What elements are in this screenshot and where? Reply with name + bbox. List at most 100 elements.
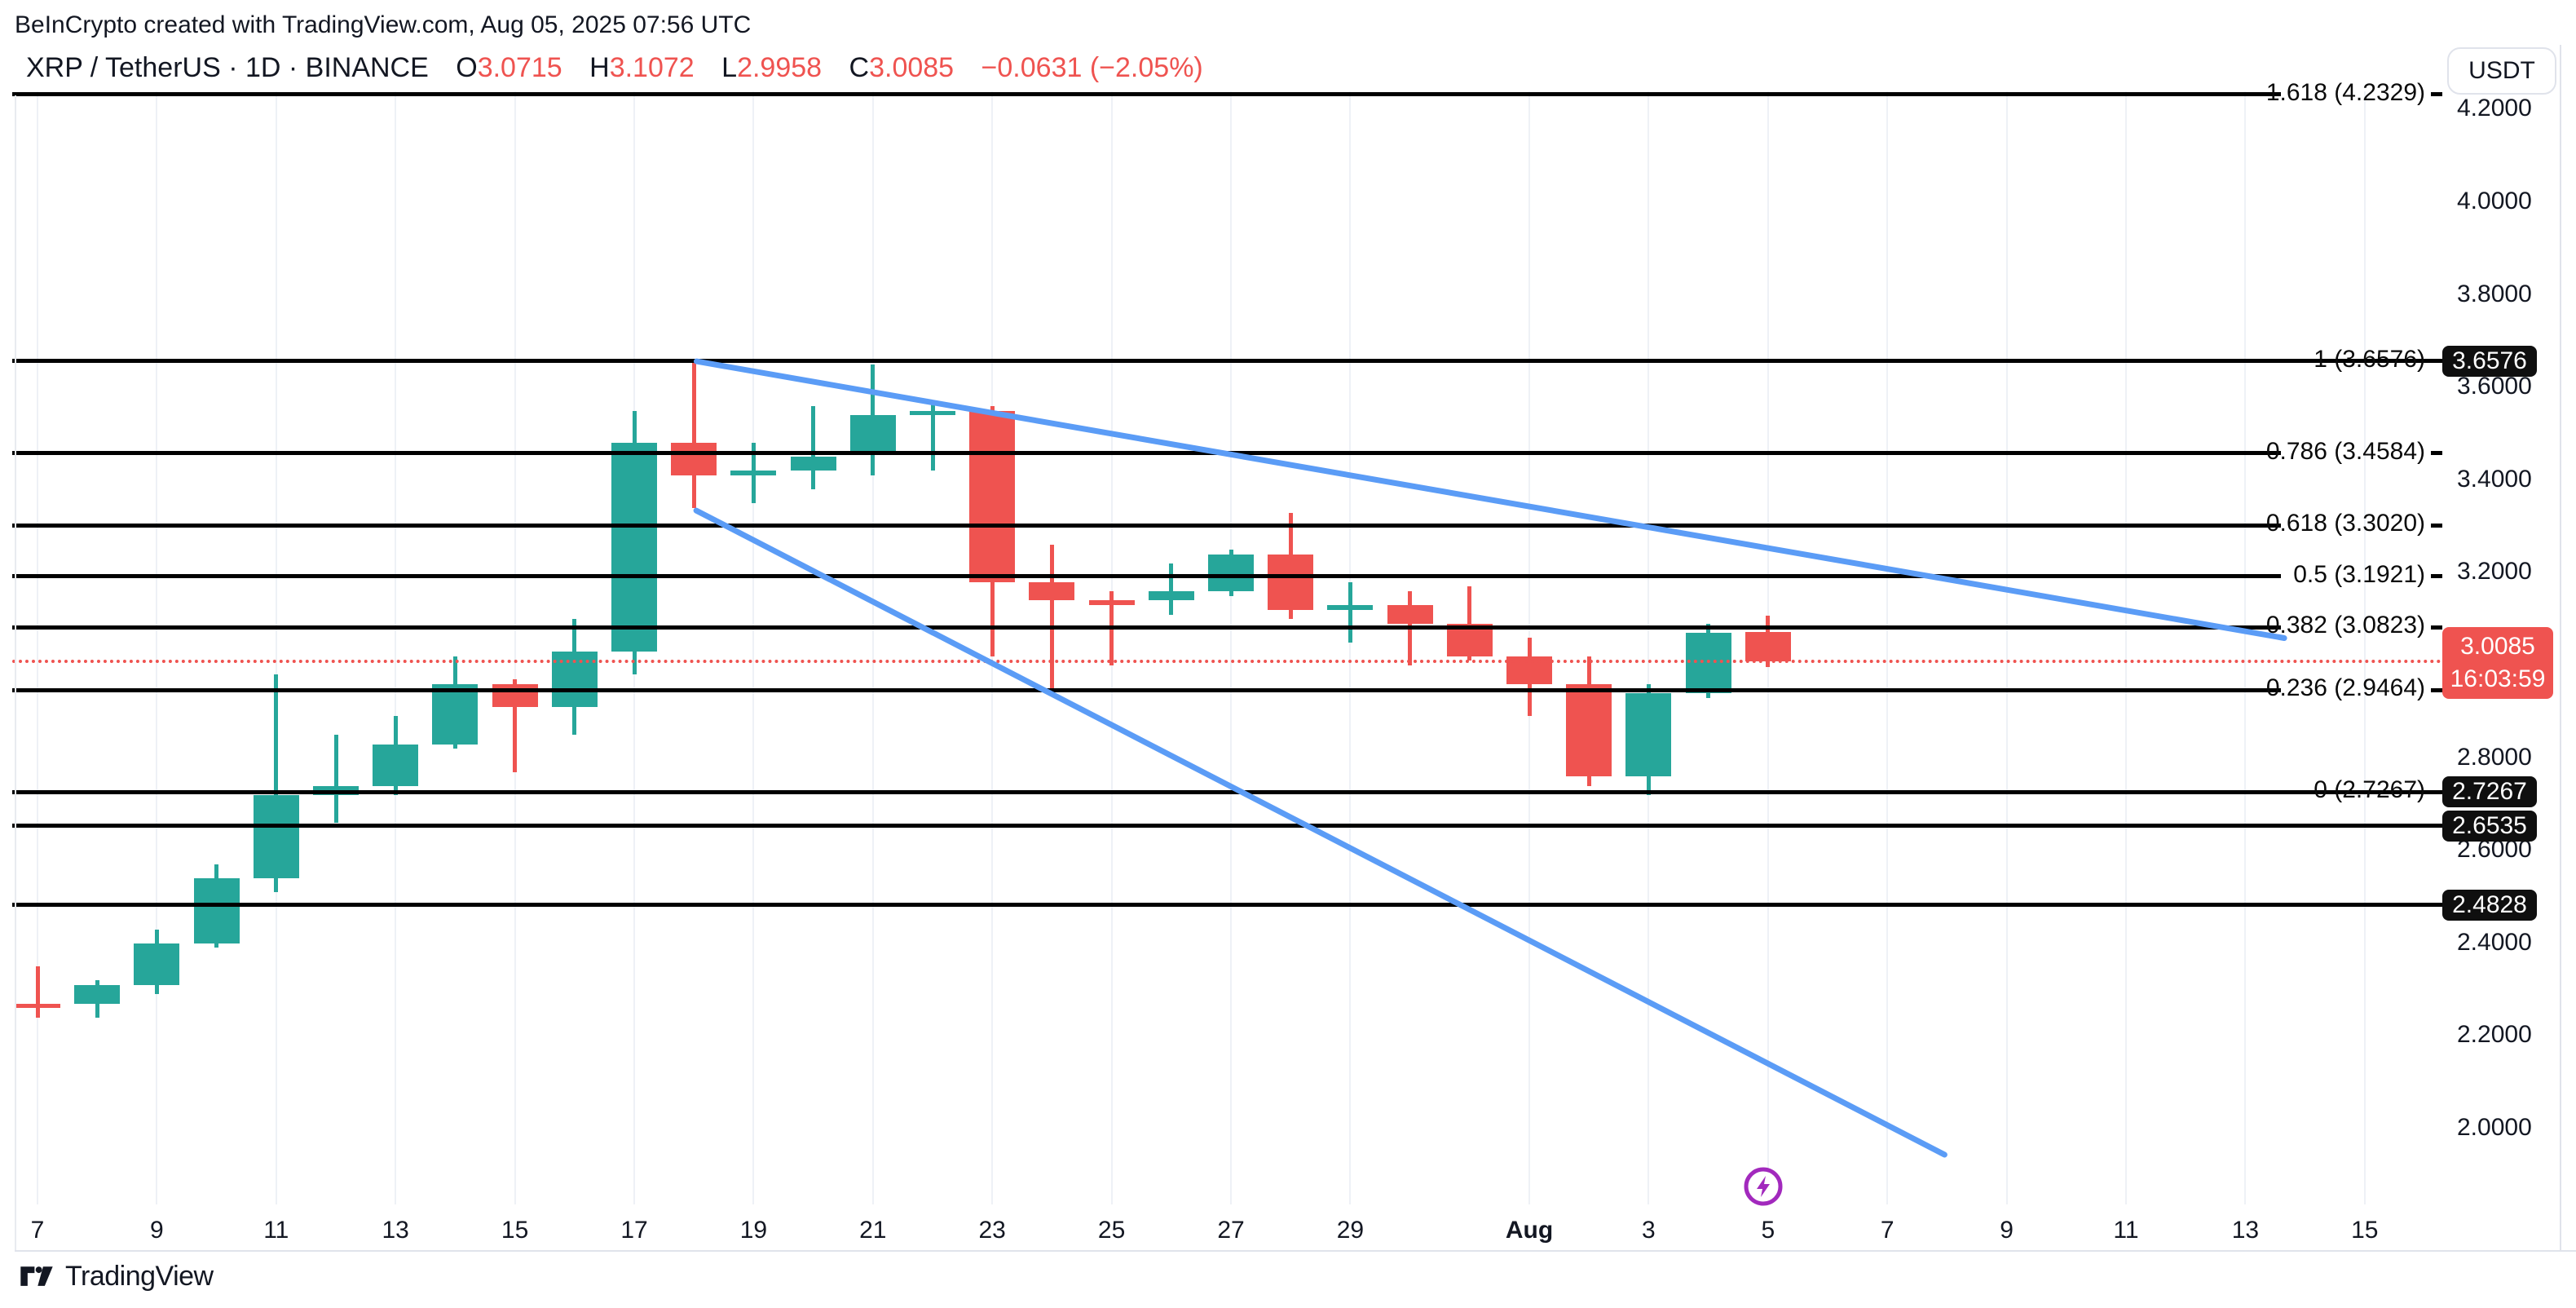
fib-level-line — [12, 574, 2281, 579]
candle — [1327, 605, 1374, 610]
candle — [1387, 605, 1433, 624]
tradingview-logo[interactable]: TradingView — [20, 1260, 214, 1293]
candle — [1625, 693, 1672, 777]
time-tick-label: 5 — [1761, 1217, 1775, 1244]
price-tag: 3.6576 — [2442, 345, 2537, 377]
vertical-gridline — [2005, 91, 2008, 1204]
fib-level-label: 0.382 (3.0823) — [2265, 612, 2425, 639]
candle-wick — [513, 679, 518, 772]
fib-level-line — [12, 92, 2281, 97]
price-tick-label: 4.0000 — [2457, 188, 2532, 215]
price-tag: 2.7267 — [2442, 776, 2537, 808]
vertical-gridline — [2125, 91, 2127, 1204]
candle — [1268, 554, 1314, 610]
fib-level-label: 1 (3.6576) — [2314, 345, 2425, 373]
fib-level-tick — [2431, 451, 2442, 456]
candle-wick — [1169, 563, 1174, 615]
vertical-gridline — [395, 91, 397, 1204]
countdown-price: 3.0085 — [2460, 633, 2535, 661]
candle-wick — [333, 735, 338, 824]
close-value: 3.0085 — [869, 52, 955, 83]
candle-wick — [1348, 581, 1352, 643]
fib-level-tick — [2431, 687, 2442, 692]
vertical-gridline — [2244, 91, 2247, 1204]
countdown-timer: 16:03:59 — [2450, 665, 2546, 693]
open-label: O — [456, 52, 478, 83]
fib-level-tick — [2431, 625, 2442, 630]
candle — [790, 457, 836, 471]
fib-level-line — [12, 687, 2281, 692]
time-tick-label: 21 — [859, 1217, 887, 1244]
candle — [193, 878, 240, 943]
fib-level-line — [12, 824, 2443, 829]
close-label: C — [849, 52, 870, 83]
price-axis-border — [2560, 45, 2561, 1250]
time-tick-label: Aug — [1505, 1217, 1554, 1244]
time-tick-label: 25 — [1097, 1217, 1126, 1244]
fib-level-tick — [2431, 92, 2442, 97]
change-value: −0.0631 (−2.05%) — [981, 52, 1203, 83]
candle-wick — [274, 674, 279, 893]
time-tick-label: 3 — [1642, 1217, 1656, 1244]
price-tag: 2.4828 — [2442, 889, 2537, 921]
vertical-gridline — [871, 91, 874, 1204]
time-tick-label: 27 — [1217, 1217, 1245, 1244]
vertical-gridline — [2363, 91, 2366, 1204]
candle-wick — [691, 360, 696, 508]
high-value: 3.1072 — [609, 52, 695, 83]
fib-level-tick — [2431, 523, 2442, 528]
symbol-title: XRP / TetherUS · 1D · BINANCE — [26, 52, 429, 83]
price-tick-label: 3.6000 — [2457, 373, 2532, 400]
lightning-icon[interactable] — [1742, 1165, 1784, 1208]
candle — [492, 683, 538, 708]
candle — [15, 1003, 60, 1009]
time-tick-label: 9 — [2000, 1217, 2014, 1244]
time-tick-label: 13 — [382, 1217, 409, 1244]
price-tick-label: 4.2000 — [2457, 95, 2532, 122]
candle — [253, 795, 299, 879]
candle — [910, 410, 955, 416]
vertical-gridline — [1647, 91, 1650, 1204]
fib-level-label: 0.5 (3.1921) — [2293, 560, 2425, 588]
fib-level-line — [12, 451, 2281, 456]
tradingview-logo-icon — [20, 1266, 53, 1286]
symbol-legend[interactable]: XRP / TetherUS · 1D · BINANCE O3.0715 H3… — [26, 52, 1203, 84]
candle — [74, 984, 121, 1004]
time-tick-label: 7 — [30, 1217, 45, 1244]
time-tick-label: 15 — [2351, 1217, 2379, 1244]
candle — [373, 744, 419, 786]
countdown-price-tag: 3.0085 16:03:59 — [2442, 627, 2553, 700]
candle — [969, 410, 1016, 582]
plot-left-border — [15, 95, 16, 1250]
candle — [1029, 581, 1075, 601]
time-tick-label: 29 — [1336, 1217, 1365, 1244]
upper-descending-trendline[interactable] — [693, 358, 2288, 642]
open-value: 3.0715 — [477, 52, 562, 83]
candle — [1745, 632, 1791, 662]
time-tick-label: 19 — [739, 1217, 768, 1244]
candle-wick — [1049, 545, 1054, 689]
candle — [432, 683, 479, 745]
price-tick-label: 3.8000 — [2457, 280, 2532, 307]
vertical-gridline — [514, 91, 516, 1204]
candle — [671, 443, 717, 476]
time-tick-label: 13 — [2231, 1217, 2260, 1244]
price-tick-label: 2.2000 — [2457, 1021, 2532, 1049]
vertical-gridline — [37, 91, 38, 1204]
price-tick-label: 3.2000 — [2457, 558, 2532, 586]
vertical-gridline — [1886, 91, 1889, 1204]
fib-level-label: 1.618 (4.2329) — [2265, 78, 2425, 106]
time-axis-border — [15, 1250, 2576, 1252]
time-tick-label: 15 — [501, 1217, 529, 1244]
lower-descending-trendline[interactable] — [692, 506, 1948, 1159]
attribution-text: BeInCrypto created with TradingView.com,… — [15, 11, 752, 38]
vertical-gridline — [752, 91, 755, 1204]
time-tick-label: 11 — [263, 1217, 289, 1244]
candle — [1566, 683, 1612, 777]
time-tick-label: 17 — [620, 1217, 648, 1244]
candle — [611, 443, 657, 652]
fib-level-label: 0.618 (3.3020) — [2265, 510, 2425, 537]
candle — [134, 943, 180, 985]
currency-toggle-button[interactable]: USDT — [2447, 47, 2556, 95]
